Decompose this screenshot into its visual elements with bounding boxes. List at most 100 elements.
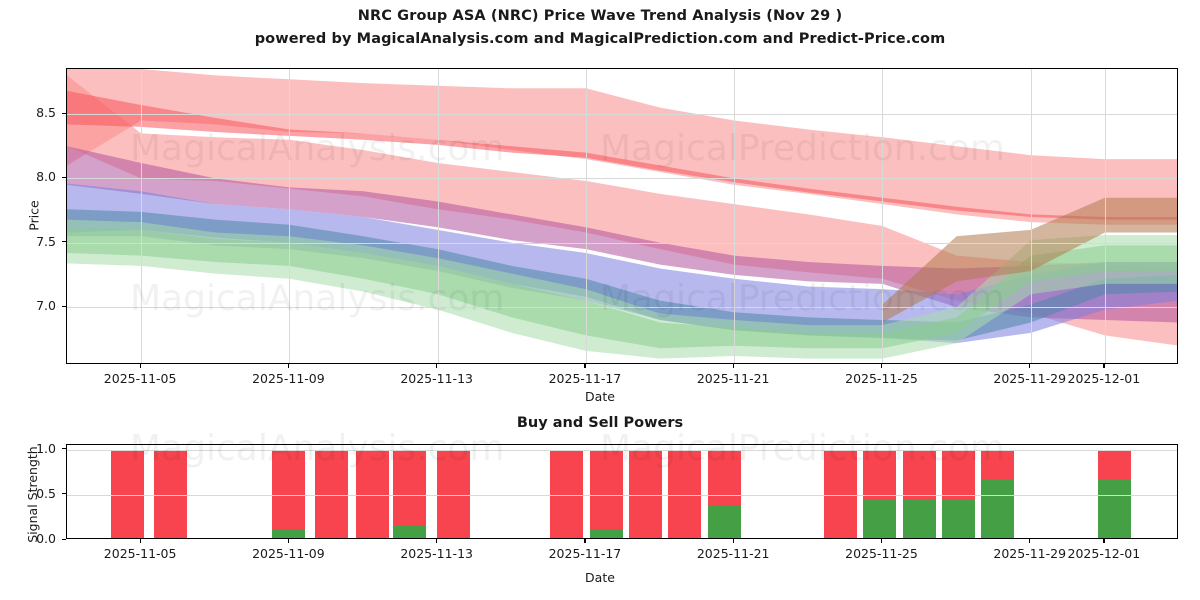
price-x-tick-mark: [139, 364, 141, 368]
price-x-tick-mark: [732, 364, 734, 368]
signal-y-tick-mark: [62, 493, 66, 495]
price-y-tick-mark: [62, 305, 66, 307]
price-x-axis-label: Date: [585, 389, 615, 404]
signal-y-axis-label: Signal Strength: [25, 446, 40, 543]
signal-x-tick-mark: [1103, 539, 1105, 543]
buy-power-segment: [863, 499, 896, 538]
signal-bar[interactable]: [1098, 449, 1131, 538]
signal-x-tick-label: 2025-12-01: [1067, 546, 1141, 561]
page-subtitle: powered by MagicalAnalysis.com and Magic…: [254, 31, 946, 47]
signal-y-tick-mark: [62, 448, 66, 450]
price-x-tick-mark: [584, 364, 586, 368]
price-band-purple-mid-band: [67, 146, 1177, 323]
sell-power-segment: [393, 449, 426, 525]
signal-bar[interactable]: [629, 449, 662, 538]
signal-bar[interactable]: [668, 449, 701, 538]
price-gridline-v: [585, 69, 587, 363]
buy-power-segment: [1098, 479, 1131, 538]
buy-power-segment: [981, 479, 1014, 538]
price-y-axis-label: Price: [26, 200, 42, 231]
price-y-tick-label: 8.0: [36, 169, 56, 185]
signal-bar[interactable]: [437, 449, 470, 538]
signal-x-tick-mark: [880, 539, 883, 543]
signal-chart-title: Buy and Sell Powers: [516, 415, 684, 431]
sell-power-segment: [629, 449, 662, 538]
signal-x-tick-mark: [139, 539, 141, 543]
signal-bar[interactable]: [550, 449, 583, 538]
sell-power-segment: [111, 449, 144, 538]
sell-power-segment: [903, 449, 936, 500]
price-y-tick-mark: [62, 112, 66, 114]
sell-power-segment: [272, 449, 305, 530]
price-band-outer-upper-resistance-band: [67, 69, 1177, 225]
price-gridline-h: [67, 242, 1177, 244]
signal-bar[interactable]: [824, 449, 857, 538]
price-x-tick-mark: [1103, 364, 1105, 368]
signal-x-tick-label: 2025-11-09: [252, 546, 325, 561]
price-gridline-v: [734, 69, 736, 363]
price-x-tick-mark: [287, 364, 290, 368]
signal-x-tick-mark: [584, 539, 586, 543]
sell-power-segment: [824, 449, 857, 538]
signal-bar[interactable]: [393, 449, 426, 538]
signal-chart-plot-area: [66, 444, 1178, 539]
signal-x-tick-label: 2025-11-13: [400, 546, 473, 561]
sell-power-segment: [154, 449, 187, 538]
price-x-tick-mark: [1029, 364, 1031, 368]
buy-power-segment: [393, 524, 426, 538]
price-chart-plot-area: [66, 68, 1178, 364]
signal-bar[interactable]: [981, 449, 1014, 538]
sell-power-segment: [315, 449, 348, 538]
buy-power-segment: [708, 504, 741, 538]
price-y-tick-mark: [62, 241, 66, 243]
signal-bar[interactable]: [863, 449, 896, 538]
price-y-tick-label: 7.0: [36, 298, 56, 314]
sell-power-segment: [590, 449, 623, 531]
buy-power-segment: [942, 499, 975, 538]
price-x-tick-label: 2025-11-25: [845, 371, 918, 386]
price-y-tick-mark: [62, 176, 66, 179]
buy-power-segment: [903, 499, 936, 538]
signal-bar[interactable]: [315, 449, 348, 538]
buy-power-segment: [272, 529, 305, 538]
signal-x-tick-label: 2025-11-21: [696, 546, 770, 561]
price-x-tick-label: 2025-11-17: [548, 371, 622, 386]
signal-bar[interactable]: [942, 449, 975, 538]
price-x-tick-label: 2025-11-05: [103, 371, 177, 386]
price-x-tick-label: 2025-11-21: [696, 371, 770, 386]
price-y-tick-label: 7.5: [36, 233, 56, 249]
sell-power-segment: [668, 449, 701, 538]
signal-x-tick-mark: [1029, 539, 1031, 543]
signal-bar[interactable]: [356, 449, 389, 538]
signal-bar[interactable]: [903, 449, 936, 538]
signal-bar[interactable]: [272, 449, 305, 538]
price-gridline-v: [882, 69, 884, 363]
price-wave-bands: [67, 69, 1177, 359]
signal-y-tick-mark: [62, 538, 66, 540]
sell-power-segment: [981, 449, 1014, 480]
signal-bar[interactable]: [111, 449, 144, 538]
price-gridline-v: [1104, 69, 1106, 363]
signal-y-tick-label: 0.0: [36, 531, 56, 546]
price-gridline-v: [437, 69, 439, 363]
price-band-green-outer-halo: [67, 219, 1177, 359]
sell-power-segment: [1098, 449, 1131, 480]
price-x-tick-label: 2025-12-01: [1067, 371, 1141, 386]
signal-x-tick-mark: [287, 539, 290, 543]
signal-bars-group: [67, 445, 1177, 538]
signal-y-tick-label: 1.0: [36, 440, 56, 456]
signal-bar[interactable]: [590, 449, 623, 538]
signal-x-tick-mark: [436, 539, 438, 543]
signal-gridline-h: [67, 494, 1177, 496]
signal-x-tick-mark: [732, 539, 734, 543]
signal-bar[interactable]: [154, 449, 187, 538]
signal-x-tick-label: 2025-11-25: [845, 546, 918, 561]
sell-power-segment: [437, 449, 470, 538]
price-x-tick-label: 2025-11-13: [400, 371, 473, 386]
sell-power-segment: [863, 449, 896, 500]
price-gridline-v: [1030, 69, 1032, 363]
page-title: NRC Group ASA (NRC) Price Wave Trend Ana…: [357, 8, 843, 24]
price-band-brown-late-band: [882, 197, 1177, 323]
sell-power-segment: [942, 449, 975, 500]
